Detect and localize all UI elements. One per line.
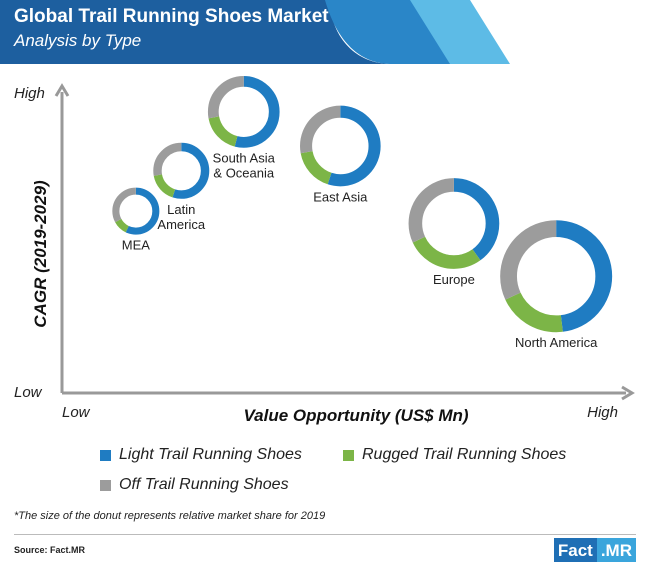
donut-segment-rugged [408, 178, 500, 269]
page-title: Global Trail Running Shoes Market [14, 6, 329, 27]
header-background [0, 0, 510, 64]
region-label: Latin [167, 202, 195, 217]
brand-logo-mr: .MR [596, 538, 636, 562]
y-axis-arrow [54, 83, 70, 97]
legend-swatch-light [100, 449, 111, 461]
brand-logo-fact: Fact [553, 538, 597, 562]
donut-north-america [500, 220, 613, 333]
bubble-donut-chart: High Low Low High Value Opportunity (US$ Mn)… [14, 76, 635, 425]
region-label: East Asia [313, 189, 368, 204]
legend-item-light: Light Trail Running Shoes [100, 445, 302, 465]
region-label: MEA [122, 238, 151, 253]
region-label: Europe [433, 272, 475, 287]
region-label: South Asia [213, 151, 276, 166]
legend-swatch-rugged [343, 449, 354, 461]
y-axis-label: CAGR (2019-2029) [31, 180, 50, 328]
header-banner: Global Trail Running Shoes Market Analys… [0, 0, 650, 64]
header-band-light [410, 0, 510, 64]
legend-swatch-off [100, 479, 111, 491]
source-note: Source: Fact.MR [14, 545, 86, 555]
chart-axes: High Low Low High Value Opportunity (US$ Mn)… [14, 83, 635, 425]
divider [14, 534, 636, 535]
donut-segment-off [408, 178, 500, 269]
legend-label-light: Light Trail Running Shoes [119, 446, 302, 463]
region-label: & Oceania [213, 166, 274, 181]
donut-segment-off [207, 76, 280, 148]
x-tick-high: High [587, 404, 618, 421]
page-subtitle: Analysis by Type [14, 31, 142, 50]
x-axis-label: Value Opportunity (US$ Mn) [243, 406, 468, 425]
x-tick-low: Low [62, 404, 91, 421]
donut-latin-america [153, 142, 210, 199]
region-label: North America [515, 335, 598, 350]
donut-segment-off [300, 105, 381, 187]
footnote: *The size of the donut represents relati… [14, 510, 326, 522]
donut-east-asia [300, 105, 381, 187]
donut-segment-off [112, 187, 160, 235]
chart-donuts [112, 76, 613, 333]
legend-item-rugged: Rugged Trail Running Shoes [343, 445, 566, 465]
donut-mea [112, 187, 160, 235]
header-band-dark [0, 0, 392, 64]
donut-europe [408, 178, 500, 269]
legend-label-off: Off Trail Running Shoes [119, 476, 289, 493]
brand-logo: Fact .MR [553, 538, 636, 562]
y-tick-high: High [14, 85, 45, 102]
donut-segment-off [153, 142, 210, 199]
legend-label-rugged: Rugged Trail Running Shoes [362, 446, 567, 463]
region-label: America [157, 217, 205, 232]
legend-item-off: Off Trail Running Shoes [100, 475, 289, 495]
donut-segment-rugged [500, 220, 613, 333]
x-axis-arrow [621, 385, 635, 401]
donut-segment-light [500, 220, 613, 333]
donut-segment-off [500, 220, 613, 333]
donut-south-asia-oceania [207, 76, 280, 148]
y-tick-low: Low [14, 384, 43, 401]
